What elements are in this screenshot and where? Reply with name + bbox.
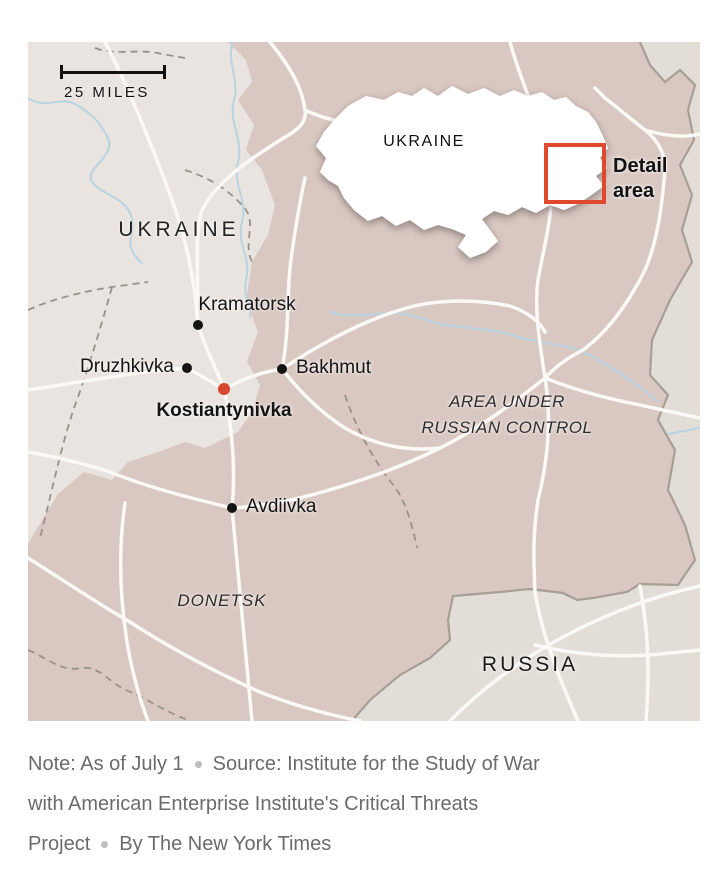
- city-label-avdiivka: Avdiivka: [246, 496, 317, 517]
- oblast-boundaries: [28, 47, 418, 721]
- city-label-kramatorsk: Kramatorsk: [198, 294, 296, 315]
- russian-control-label-line1: AREA UNDER: [449, 392, 565, 411]
- detail-area-label: Detail area: [613, 155, 668, 202]
- source-note: Note: As of July 1 Source: Institute for …: [28, 744, 688, 864]
- city-dot-kostiantynivka: [218, 383, 230, 395]
- scale-label: 25 MILES: [64, 84, 150, 101]
- city-label-bakhmut: Bakhmut: [296, 357, 371, 378]
- ukraine-label: UKRAINE: [118, 218, 240, 241]
- russia-label: RUSSIA: [481, 653, 579, 676]
- donetsk-label: DONETSK: [177, 591, 267, 610]
- source-text-end: Project: [28, 833, 91, 855]
- map-artwork: [28, 42, 700, 721]
- russian-control-area: [28, 42, 700, 721]
- inset-ukraine-label: UKRAINE: [383, 133, 465, 150]
- inset-ukraine-shape: [316, 86, 608, 258]
- russian-control-label-line2: RUSSIAN CONTROL: [421, 418, 593, 437]
- detail-map: 25 MILES UKRAINE AREA UNDER RUSSIAN CONT…: [28, 42, 700, 721]
- source-text: Source: Institute for the Study of War: [212, 753, 540, 775]
- city-dot-druzhkivka: [182, 363, 192, 373]
- city-dot-kramatorsk: [193, 320, 203, 330]
- source-note-line: Project By The New York Times: [28, 824, 688, 864]
- scale-bar: [60, 71, 166, 74]
- scale-bar-tick-left: [60, 65, 63, 79]
- city-label-kostiantynivka: Kostiantynivka: [156, 400, 292, 421]
- ukraine-russia-border: [351, 42, 697, 721]
- russian-control-label: AREA UNDER RUSSIAN CONTROL: [422, 389, 593, 441]
- city-dot-bakhmut: [277, 364, 287, 374]
- city-dot-avdiivka: [227, 503, 237, 513]
- source-text-continued: with American Enterprise Institute's Cri…: [28, 793, 479, 815]
- source-note-line: Note: As of July 1 Source: Institute for …: [28, 744, 688, 784]
- note-text: Note: As of July 1: [28, 753, 184, 775]
- separator-dot: [101, 841, 109, 848]
- source-note-line: with American Enterprise Institute's Cri…: [28, 784, 688, 824]
- separator-dot: [194, 761, 202, 768]
- byline-text: By The New York Times: [119, 833, 332, 855]
- detail-area-box: [544, 143, 606, 204]
- scale-bar-tick-right: [163, 65, 166, 79]
- city-label-druzhkivka: Druzhkivka: [80, 356, 174, 377]
